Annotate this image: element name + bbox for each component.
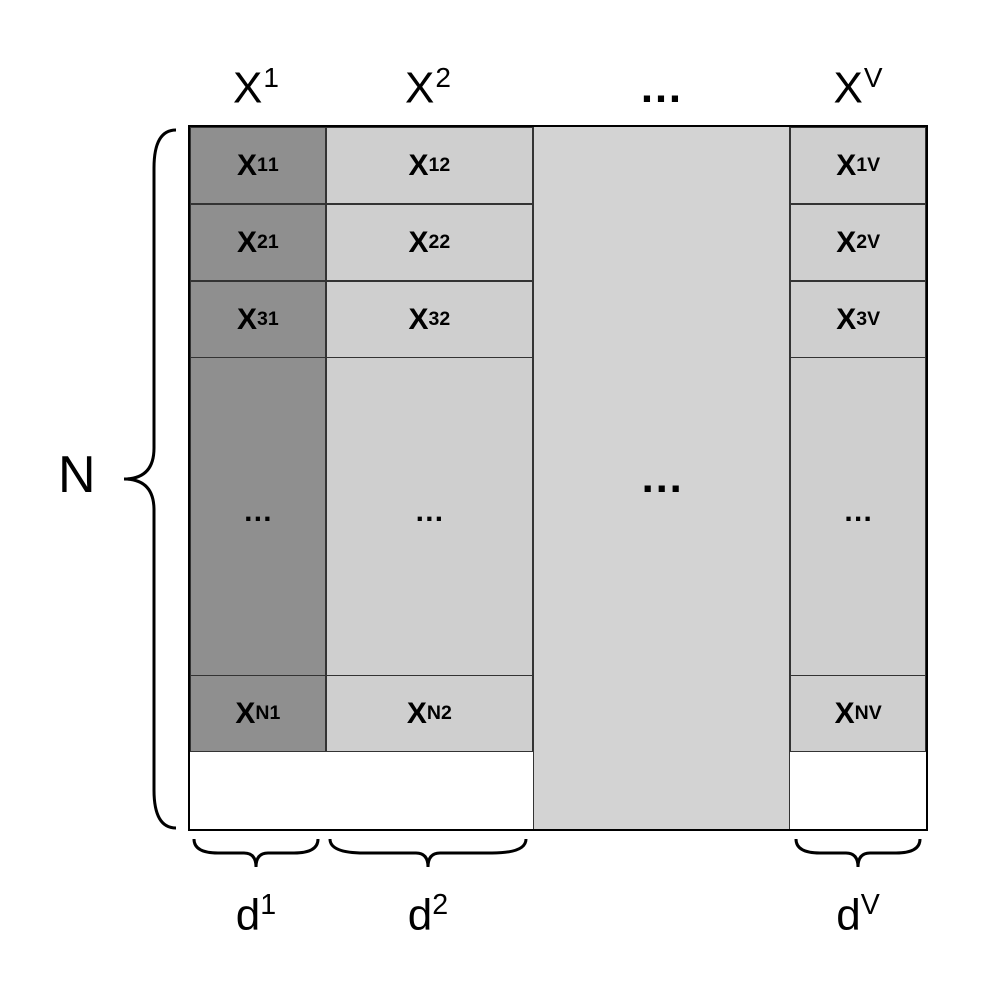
top-ellipsis: … <box>532 63 790 113</box>
mid-ellipsis: … <box>533 127 790 829</box>
cell-2-v: X2V <box>790 204 926 281</box>
gap-1a <box>190 358 326 473</box>
top-label-1: X1 <box>188 62 324 114</box>
cell-2-2: X22 <box>326 204 533 281</box>
bottom-label-2: d2 <box>324 831 532 941</box>
top-label-2: X2 <box>324 62 532 114</box>
ellipsis-v: … <box>790 473 926 550</box>
bottom-brace-1 <box>188 835 324 870</box>
cell-1-2: X12 <box>326 127 533 204</box>
gap-2b <box>326 550 533 675</box>
cell-n-v: XNV <box>790 675 926 752</box>
column-1: X11 X21 X31 … XN1 <box>190 127 326 829</box>
cell-n-2: XN2 <box>326 675 533 752</box>
bottom-label-1: d1 <box>188 831 324 941</box>
bottom-brace-v <box>790 835 926 870</box>
bottom-brace-2 <box>324 835 532 870</box>
gap-2a <box>326 358 533 473</box>
top-labels-row: X1 X2 … XV <box>188 50 928 125</box>
column-2: X12 X22 X32 … XN2 <box>326 127 533 829</box>
cell-3-1: X31 <box>190 281 326 358</box>
gap-va <box>790 358 926 473</box>
top-label-v: XV <box>790 62 926 114</box>
column-ellipsis: … <box>533 127 790 829</box>
ellipsis-1: … <box>190 473 326 550</box>
gap-1b <box>190 550 326 675</box>
bottom-labels-row: d1 d2 dV <box>188 831 928 941</box>
cell-2-1: X21 <box>190 204 326 281</box>
cell-3-v: X3V <box>790 281 926 358</box>
matrix-diagram: N X1 X2 … XV X11 X21 X31 … XN1 X12 X <box>58 50 928 950</box>
column-v: X1V X2V X3V … XNV <box>790 127 926 829</box>
matrix-grid: X11 X21 X31 … XN1 X12 X22 X32 … XN2 … <box>188 125 928 831</box>
cell-1-v: X1V <box>790 127 926 204</box>
row-count-label: N <box>58 445 96 505</box>
cell-n-1: XN1 <box>190 675 326 752</box>
gap-vb <box>790 550 926 675</box>
cell-3-2: X32 <box>326 281 533 358</box>
cell-1-1: X11 <box>190 127 326 204</box>
left-brace <box>116 128 184 830</box>
ellipsis-2: … <box>326 473 533 550</box>
bottom-label-v: dV <box>790 831 926 941</box>
